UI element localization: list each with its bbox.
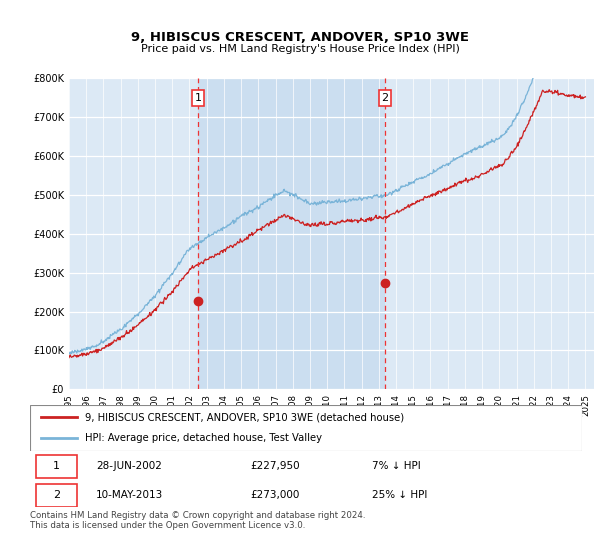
Text: 10-MAY-2013: 10-MAY-2013 xyxy=(96,490,163,500)
Text: 9, HIBISCUS CRESCENT, ANDOVER, SP10 3WE (detached house): 9, HIBISCUS CRESCENT, ANDOVER, SP10 3WE … xyxy=(85,412,404,422)
Text: 1: 1 xyxy=(194,93,202,103)
Text: £227,950: £227,950 xyxy=(251,461,301,470)
Text: Price paid vs. HM Land Registry's House Price Index (HPI): Price paid vs. HM Land Registry's House … xyxy=(140,44,460,54)
Text: 7% ↓ HPI: 7% ↓ HPI xyxy=(372,461,421,470)
Text: 2: 2 xyxy=(53,490,60,500)
Text: 2: 2 xyxy=(382,93,389,103)
FancyBboxPatch shape xyxy=(35,455,77,478)
Text: 25% ↓ HPI: 25% ↓ HPI xyxy=(372,490,428,500)
Text: Contains HM Land Registry data © Crown copyright and database right 2024.
This d: Contains HM Land Registry data © Crown c… xyxy=(30,511,365,530)
Text: HPI: Average price, detached house, Test Valley: HPI: Average price, detached house, Test… xyxy=(85,433,322,444)
Text: £273,000: £273,000 xyxy=(251,490,300,500)
Text: 9, HIBISCUS CRESCENT, ANDOVER, SP10 3WE: 9, HIBISCUS CRESCENT, ANDOVER, SP10 3WE xyxy=(131,31,469,44)
Text: 28-JUN-2002: 28-JUN-2002 xyxy=(96,461,162,470)
FancyBboxPatch shape xyxy=(30,405,582,451)
Bar xyxy=(198,78,385,389)
Text: 1: 1 xyxy=(53,461,60,470)
FancyBboxPatch shape xyxy=(35,484,77,507)
